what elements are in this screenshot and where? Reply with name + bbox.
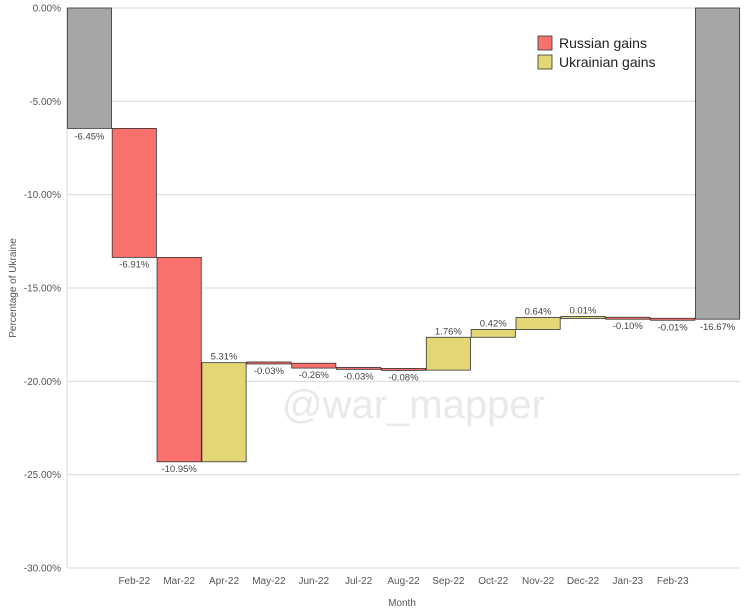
legend-label: Ukrainian gains	[559, 54, 656, 70]
x-tick-label: Nov-22	[522, 576, 555, 587]
bar-feb-22	[111, 127, 157, 258]
x-tick-label: Jul-22	[345, 576, 373, 587]
x-tick-label: Mar-22	[163, 576, 195, 587]
x-tick-label: Jun-22	[298, 576, 329, 587]
x-tick-label: Feb-23	[657, 576, 689, 587]
data-label: -16.67%	[700, 322, 736, 333]
x-tick-label: Dec-22	[567, 576, 600, 587]
y-tick-label: -15.00%	[24, 284, 61, 295]
data-label: -0.10%	[613, 321, 644, 332]
bars	[66, 7, 741, 463]
data-label: -0.03%	[344, 371, 375, 382]
bar-mar-22	[156, 256, 202, 463]
legend-swatch	[537, 54, 553, 70]
x-axis-ticks: Feb-22 Mar-22 Apr-22 May-22 Jun-22 Jul-22 Aug-…	[118, 576, 689, 587]
bar-dec-22	[560, 315, 606, 319]
legend-label: Russian gains	[559, 35, 647, 51]
y-axis-ticks: 0.00% -5.00% -10.00% -15.00% -20.00% -25.00% -…	[24, 4, 61, 575]
y-tick-label: 0.00%	[33, 4, 61, 15]
data-label: -0.26%	[299, 370, 330, 381]
y-tick-label: -25.00%	[24, 470, 61, 481]
y-tick-label: -5.00%	[29, 97, 61, 108]
data-label: -6.91%	[119, 259, 150, 270]
data-label: -6.45%	[74, 131, 105, 142]
data-label: 1.76%	[435, 326, 462, 337]
data-label: 0.64%	[525, 306, 552, 317]
x-tick-label: Jan-23	[613, 576, 644, 587]
data-label: -0.01%	[658, 322, 689, 333]
bar-jul-22	[336, 366, 382, 370]
x-tick-label: Feb-22	[118, 576, 150, 587]
bar-aug-22	[381, 367, 426, 371]
legend-swatch	[537, 35, 553, 51]
data-labels: -6.45% -6.91% -10.95% 5.31% -0.03% -0.26% -0.0…	[74, 131, 735, 474]
bar-feb-23	[650, 317, 696, 321]
data-label: 5.31%	[211, 352, 238, 363]
data-label: 0.42%	[480, 318, 507, 329]
bar-nov-22	[515, 317, 561, 330]
bar-jun-22	[291, 362, 337, 369]
data-label: 0.01%	[569, 305, 596, 316]
y-tick-label: -10.00%	[24, 190, 61, 201]
bar-may-22	[246, 361, 292, 365]
watermark-text: @war_mapper	[282, 383, 545, 427]
x-tick-label: May-22	[252, 576, 286, 587]
x-axis-title: Month	[388, 598, 416, 609]
data-label: -10.95%	[161, 464, 197, 475]
bar-sep-22	[425, 336, 471, 371]
y-tick-label: -20.00%	[24, 377, 61, 388]
bar-apr-22	[201, 362, 247, 463]
x-tick-label: Apr-22	[209, 576, 239, 587]
y-tick-label: -30.00%	[24, 564, 61, 575]
x-tick-label: Oct-22	[478, 576, 508, 587]
bar-oct-22	[470, 329, 516, 338]
x-tick-label: Sep-22	[432, 576, 465, 587]
bar-start-total	[66, 7, 112, 129]
data-label: -0.03%	[254, 366, 285, 377]
y-axis-title: Percentage of Ukraine	[8, 238, 19, 338]
x-tick-label: Aug-22	[387, 576, 420, 587]
data-label: -0.08%	[388, 372, 419, 383]
watermark: @war_mapper	[282, 383, 545, 427]
bar-end-total	[695, 7, 741, 320]
bar-jan-23	[605, 316, 651, 320]
legend: Russian gains Ukrainian gains	[537, 35, 656, 70]
